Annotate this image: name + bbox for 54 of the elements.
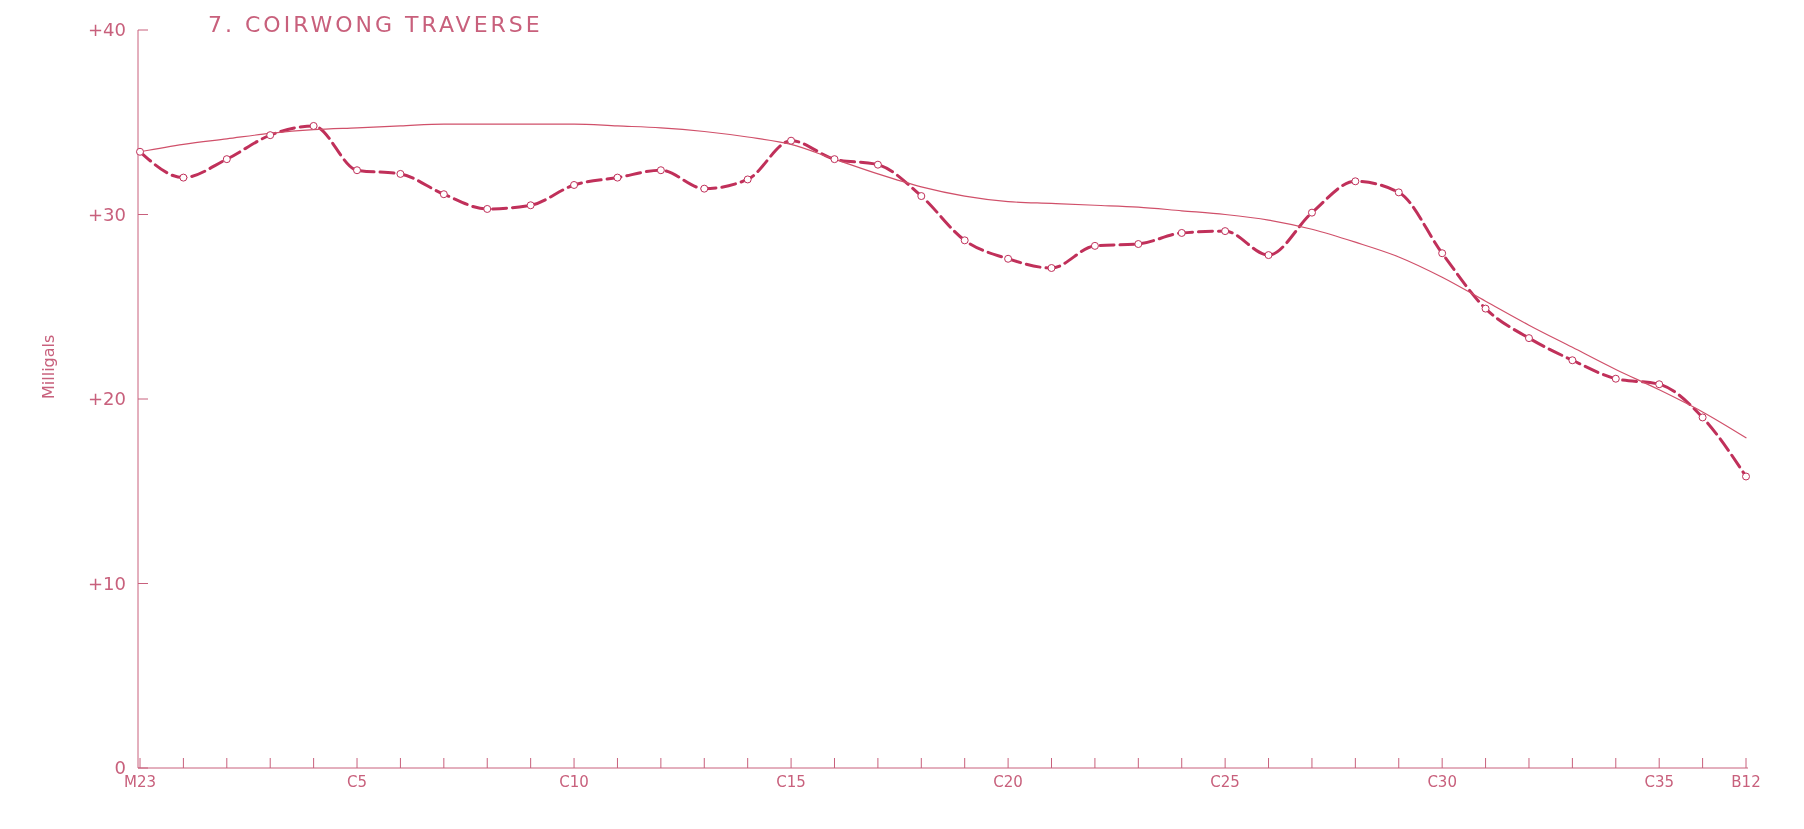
y-tick-label: 0	[114, 757, 126, 779]
x-tick-label: C5	[347, 772, 368, 791]
point	[136, 147, 144, 156]
point	[1611, 374, 1620, 383]
point	[1090, 241, 1099, 250]
point	[1047, 264, 1056, 273]
y-tick-label: +10	[88, 572, 126, 594]
y-tick-label: +40	[88, 19, 126, 41]
x-tick-label: C25	[1210, 772, 1240, 791]
y-tick-label: +30	[88, 203, 126, 225]
point	[656, 166, 665, 175]
x-tick-label: M23	[123, 772, 157, 791]
point	[396, 169, 405, 178]
point	[1221, 227, 1230, 236]
point	[570, 180, 579, 189]
x-tick-label: C15	[776, 772, 806, 791]
x-tick-label: C20	[993, 772, 1023, 791]
point	[1568, 356, 1577, 365]
point	[222, 155, 231, 164]
point	[1394, 188, 1403, 197]
point	[917, 192, 926, 201]
y-tick-label: +20	[88, 388, 126, 410]
point	[483, 204, 492, 213]
point	[873, 160, 882, 169]
point	[1698, 413, 1707, 422]
x-tick-label: B12	[1731, 772, 1761, 791]
point	[613, 173, 622, 182]
point	[1134, 240, 1143, 249]
point	[830, 155, 839, 164]
point	[700, 184, 709, 193]
x-tick-label: C10	[559, 772, 589, 791]
point	[1351, 177, 1360, 186]
x-tick-label: C35	[1644, 772, 1674, 791]
y-axis-title: Milligals	[38, 334, 58, 399]
point	[1004, 254, 1013, 263]
point	[1742, 472, 1750, 481]
point	[787, 136, 796, 145]
x-tick-label: C30	[1427, 772, 1457, 791]
chart-title: 7. COIRWONG TRAVERSE	[208, 12, 543, 37]
point	[526, 201, 535, 210]
point	[309, 121, 318, 130]
point	[743, 175, 752, 184]
point	[1481, 304, 1490, 313]
point	[266, 131, 275, 140]
point	[179, 173, 188, 182]
point	[353, 166, 362, 175]
point	[439, 190, 448, 199]
point	[1307, 208, 1316, 217]
point	[1264, 251, 1273, 260]
point	[1177, 228, 1186, 237]
point	[1438, 249, 1447, 258]
point	[1655, 380, 1664, 389]
point	[960, 236, 969, 245]
point	[1524, 334, 1533, 343]
